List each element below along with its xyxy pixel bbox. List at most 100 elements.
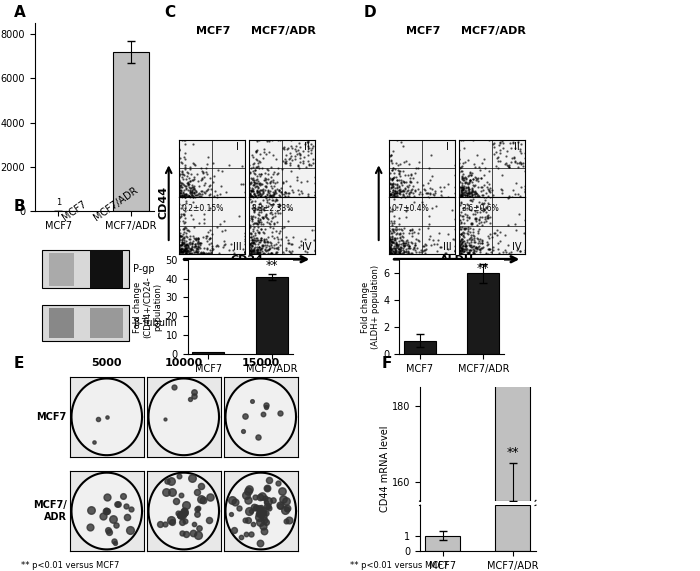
Point [386, 183, 398, 192]
Point [246, 244, 257, 253]
Point [508, 154, 519, 163]
Point [503, 162, 514, 171]
Point [206, 246, 218, 255]
Point [398, 247, 409, 256]
Point [409, 242, 420, 251]
Point [248, 223, 260, 232]
Point [251, 147, 262, 156]
Point [400, 236, 412, 246]
Point [391, 239, 402, 248]
Point [246, 248, 258, 258]
Point [390, 235, 401, 244]
Point [394, 246, 405, 255]
Point [262, 164, 273, 174]
Point [185, 394, 196, 403]
Point [248, 218, 260, 227]
Point [461, 188, 472, 197]
Point [191, 238, 202, 247]
Point [197, 249, 209, 258]
Point [188, 140, 199, 149]
Point [188, 391, 199, 400]
Point [302, 146, 314, 155]
Point [176, 238, 188, 247]
Point [254, 246, 265, 255]
Point [283, 189, 294, 198]
Point [247, 192, 258, 201]
Point [290, 147, 302, 156]
Point [400, 157, 412, 166]
Point [471, 151, 482, 160]
Point [457, 245, 468, 254]
Point [205, 190, 216, 199]
Point [457, 203, 468, 212]
Point [250, 237, 261, 246]
Point [190, 186, 202, 195]
Point [263, 244, 274, 254]
Point [456, 192, 468, 201]
Point [250, 170, 261, 179]
Point [257, 248, 268, 257]
Point [464, 246, 475, 255]
Point [504, 138, 515, 147]
Point [264, 195, 275, 204]
Point [384, 247, 395, 256]
Point [284, 204, 295, 214]
Point [387, 225, 398, 234]
Point [258, 195, 269, 204]
Point [391, 175, 402, 184]
Point [258, 228, 269, 237]
Point [262, 186, 274, 195]
Point [468, 244, 479, 254]
Point [202, 169, 213, 178]
Point [491, 231, 503, 240]
Point [388, 227, 399, 236]
Point [246, 196, 257, 205]
Point [386, 156, 397, 165]
Point [255, 236, 266, 245]
Point [266, 192, 277, 202]
Point [200, 167, 211, 176]
Point [295, 154, 306, 163]
Point [246, 236, 258, 245]
Point [407, 224, 418, 234]
Point [255, 207, 266, 216]
Point [466, 186, 477, 195]
Point [272, 169, 283, 178]
Point [386, 187, 398, 196]
Point [471, 243, 482, 252]
Point [98, 511, 109, 520]
Point [386, 192, 397, 201]
Point [276, 486, 288, 496]
Point [419, 186, 430, 195]
Point [461, 212, 472, 222]
Point [272, 135, 284, 144]
Point [432, 236, 443, 245]
Point [239, 247, 251, 256]
Point [408, 191, 419, 200]
Point [384, 234, 395, 243]
Point [294, 150, 305, 159]
Point [477, 244, 488, 253]
Circle shape [226, 379, 295, 455]
Point [258, 238, 270, 247]
Point [307, 225, 318, 234]
Point [392, 165, 403, 174]
Point [197, 248, 209, 257]
Point [273, 244, 284, 254]
Point [204, 239, 215, 248]
Point [176, 158, 187, 167]
Point [468, 190, 480, 199]
Point [266, 191, 277, 200]
Point [193, 177, 204, 186]
Point [185, 176, 196, 186]
Point [505, 157, 517, 166]
Point [176, 246, 188, 255]
Point [182, 240, 193, 250]
Point [402, 171, 413, 180]
Point [391, 239, 402, 248]
Point [502, 146, 513, 155]
Point [519, 153, 531, 162]
Point [260, 493, 271, 502]
Point [199, 189, 211, 198]
Point [175, 241, 186, 250]
